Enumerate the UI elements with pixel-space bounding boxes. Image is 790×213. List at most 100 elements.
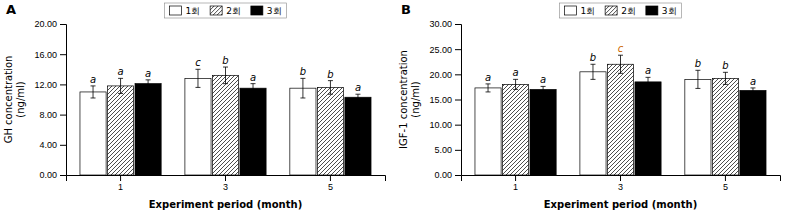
bar: [185, 78, 211, 175]
significance-letter: a: [485, 72, 491, 83]
y-axis-label: IGF-1 concentration(ng/ml): [398, 50, 421, 149]
legend-item: 2회: [605, 6, 636, 16]
y-axis-label-line: (ng/ml): [15, 81, 26, 117]
y-tick-label: 8.00: [39, 110, 57, 120]
y-tick: 20.00: [34, 19, 66, 29]
y-tick-mark: [60, 54, 66, 55]
y-tick-label: 12.00: [34, 80, 57, 90]
significance-letter: b: [722, 60, 728, 71]
error-bar: [723, 72, 728, 84]
y-tick: 15.00: [429, 95, 461, 105]
error-bar: [590, 64, 595, 79]
x-tick-label: 5: [328, 182, 333, 192]
bar: [317, 87, 343, 175]
y-tick: 25.00: [429, 45, 461, 55]
legend: 1회2회3회: [164, 3, 286, 18]
y-axis: 0.005.0010.0015.0020.0025.0030.00: [429, 19, 461, 180]
x-tick-mark: [225, 175, 226, 181]
significance-letter: a: [355, 82, 361, 93]
axis-domain: [462, 176, 781, 182]
series: [530, 77, 766, 175]
x-tick-mark: [620, 175, 621, 181]
error-bar: [328, 81, 333, 95]
y-tick: 4.00: [39, 140, 66, 150]
significance-letter: a: [117, 66, 123, 77]
x-tick-label: 3: [618, 182, 623, 192]
axis-domain: [67, 176, 386, 182]
bar: [685, 79, 711, 175]
y-tick: 8.00: [39, 110, 66, 120]
legend-label: 3회: [267, 6, 282, 16]
plot-area: 0.005.0010.0015.0020.0025.0030.00135abba…: [429, 19, 780, 192]
legend: 1회 2회 3회: [559, 3, 681, 18]
error-bar: [355, 94, 360, 100]
y-tick-mark: [60, 84, 66, 85]
y-tick-label: 0.00: [39, 170, 57, 180]
x-tick: 5: [328, 175, 333, 192]
legend-label: 2회: [621, 6, 636, 16]
significance-letter: c: [618, 43, 624, 54]
y-axis-label: GH concentration(ng/ml): [3, 56, 26, 144]
y-tick: 12.00: [34, 80, 66, 90]
x-axis: 1 3 5: [462, 175, 781, 192]
error-bar: [618, 55, 623, 73]
x-tick-mark: [725, 175, 726, 181]
error-bar: [695, 70, 700, 88]
x-tick: 1: [118, 175, 123, 192]
axis-domain: [455, 25, 462, 176]
y-tick-mark: [455, 125, 461, 126]
y-tick-label: 25.00: [429, 45, 452, 55]
error-bar: [750, 88, 755, 93]
y-axis-label-line: GH concentration: [3, 56, 14, 144]
x-tick: 5: [723, 175, 728, 192]
marks: [475, 55, 766, 175]
axis-domain: [60, 25, 67, 176]
bar: [107, 86, 133, 175]
bar: [212, 75, 238, 175]
significance-letter: c: [195, 57, 201, 68]
error-bar: [541, 86, 546, 92]
x-tick-mark: [120, 175, 121, 181]
bar: [290, 88, 316, 175]
y-tick: 10.00: [429, 120, 461, 130]
y-axis: 0.00 4.00 8.00 12.00 16.00 20.00: [34, 19, 66, 180]
legend-label: 3회: [662, 6, 677, 16]
y-tick-mark: [60, 145, 66, 146]
bar: [635, 82, 661, 175]
error-bar: [251, 84, 256, 93]
bar: [475, 88, 501, 175]
significance-letter: a: [540, 74, 546, 85]
letters: acbabbaaa: [90, 55, 361, 93]
y-axis-label-line: IGF-1 concentration: [398, 50, 409, 149]
significance-letter: b: [695, 58, 701, 69]
y-tick-label: 30.00: [429, 19, 452, 29]
significance-letter: a: [145, 68, 151, 79]
letters: abbacbaaa: [485, 43, 756, 87]
significance-letter: a: [512, 67, 518, 78]
legend-frame: [164, 3, 286, 18]
x-tick-label: 1: [513, 182, 518, 192]
y-tick-label: 20.00: [34, 19, 57, 29]
y-tick-mark: [60, 175, 66, 176]
panel: 0.005.0010.0015.0020.0025.0030.00135abba…: [398, 2, 781, 210]
x-tick: 3: [223, 175, 228, 192]
series: [107, 67, 343, 175]
y-tick-mark: [455, 100, 461, 101]
y-tick-label: 10.00: [429, 120, 452, 130]
marks: [80, 67, 371, 175]
x-tick: 3: [618, 175, 623, 192]
y-tick: 16.00: [34, 50, 66, 60]
y-tick-label: 20.00: [429, 70, 452, 80]
y-tick-mark: [455, 74, 461, 75]
legend-item: 3회: [646, 6, 677, 16]
bar: [502, 84, 528, 175]
legend-item: 1회: [564, 6, 595, 16]
legend-swatch: [646, 6, 658, 15]
series: [135, 80, 371, 175]
legend-item: 1회: [169, 6, 200, 16]
bar: [80, 92, 106, 175]
y-tick-mark: [455, 150, 461, 151]
x-tick-mark: [330, 175, 331, 181]
y-tick: 5.00: [434, 145, 461, 155]
error-bar: [91, 86, 96, 98]
